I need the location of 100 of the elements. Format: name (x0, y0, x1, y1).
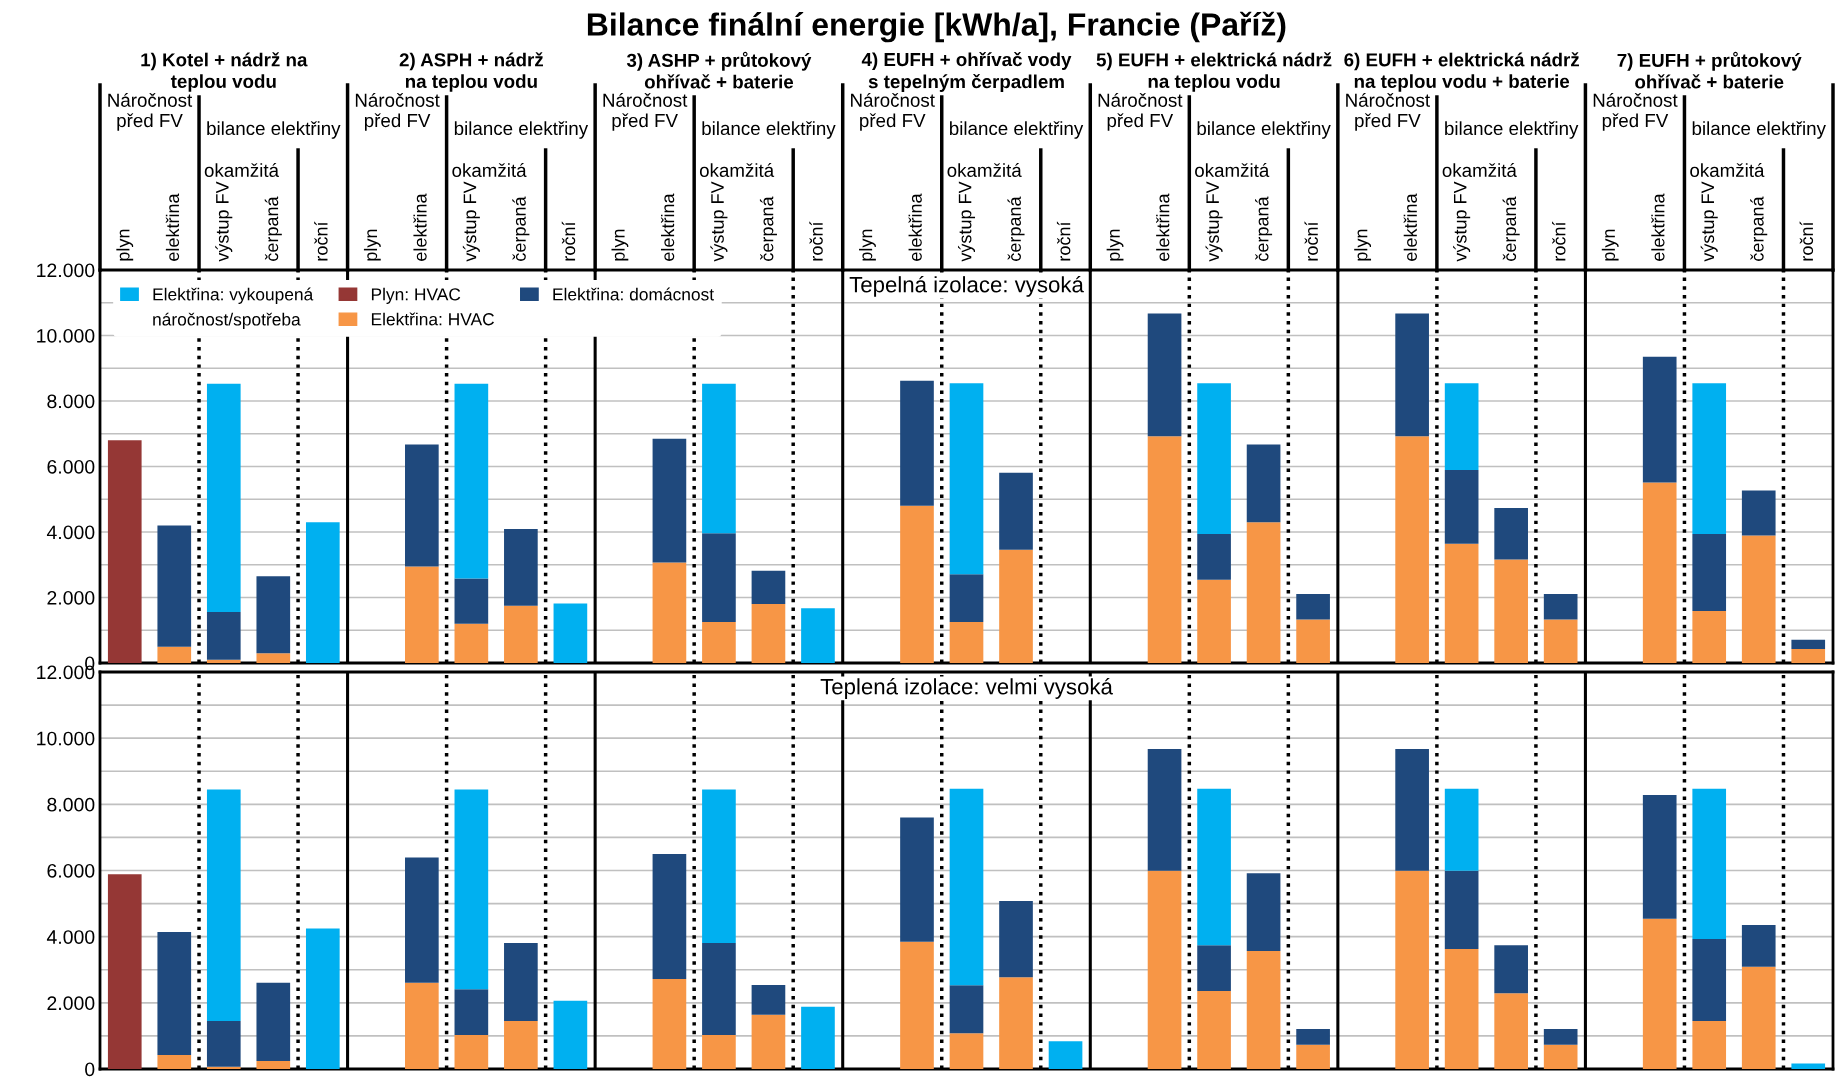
bar (1692, 788, 1727, 939)
bar (1444, 383, 1479, 471)
x-tick-label: plyn (1106, 229, 1124, 261)
bar (206, 789, 241, 1022)
bar (504, 1021, 538, 1069)
x-tick-label: čerpaná (1502, 196, 1520, 261)
bar (1543, 619, 1578, 663)
bar (900, 817, 934, 942)
bar (652, 562, 687, 663)
x-tick-label: plyn (1601, 229, 1619, 261)
legend-label: Elektřina: HVAC (371, 312, 495, 326)
bar (1642, 356, 1677, 483)
bar (107, 440, 142, 663)
bar (1741, 535, 1776, 663)
bar (256, 982, 291, 1062)
x-tick-label: plyn (1354, 229, 1372, 261)
text: okamžitá (1195, 163, 1270, 178)
bar (1642, 795, 1677, 919)
bar (206, 611, 241, 660)
bar (1543, 1028, 1578, 1045)
y-tick-label: 6.000 (47, 459, 95, 474)
bar (1444, 948, 1479, 1069)
bar (454, 578, 489, 624)
bar (1444, 543, 1479, 663)
bar (999, 549, 1033, 663)
text: Náročnost před FV (603, 92, 688, 131)
bar (1494, 945, 1528, 994)
bar (405, 444, 439, 567)
bar (1791, 1063, 1826, 1069)
bar (1692, 533, 1727, 611)
bar (949, 788, 984, 986)
x-tick-label: roční (561, 221, 576, 261)
bar (1444, 870, 1479, 949)
bar (405, 982, 439, 1069)
bar (553, 1000, 588, 1069)
x-tick-label: čerpaná (264, 196, 282, 261)
bar (949, 985, 984, 1034)
x-tick-label: elektřina (165, 193, 180, 261)
bar (1444, 470, 1479, 544)
x-tick-label: výstup FV (1453, 181, 1471, 262)
y-tick-label: 6.000 (47, 863, 95, 878)
bar (454, 789, 489, 990)
text: Náročnost před FV (1593, 92, 1678, 131)
y-tick-label: 4.000 (46, 930, 95, 944)
x-tick-label: roční (1552, 221, 1566, 261)
x-tick-label: čerpaná (759, 196, 777, 261)
bar (256, 653, 291, 663)
y-tick-label: 2.000 (47, 996, 95, 1011)
bar (1197, 383, 1231, 534)
bar (801, 1006, 835, 1069)
text: okamžitá (947, 163, 1022, 178)
bar (504, 942, 538, 1022)
bar (1246, 522, 1281, 663)
x-tick-label: elektřina (1651, 193, 1665, 261)
bar (999, 900, 1033, 978)
bar (1296, 593, 1330, 620)
bar (1395, 749, 1429, 871)
bar (1197, 788, 1231, 946)
bar (107, 874, 142, 1069)
chart-title: Bilance finální energie [kWh/a], Francie (Paříž) (587, 11, 1286, 43)
text: bilance elektřiny (950, 121, 1084, 139)
bar (702, 383, 736, 534)
bar (751, 984, 786, 1015)
legend-label: Plyn: HVAC (371, 287, 461, 304)
x-tick-label: výstup FV (1205, 181, 1223, 262)
bar (1147, 870, 1182, 1069)
bar (1147, 749, 1182, 871)
x-tick-label: výstup FV (710, 181, 728, 262)
bar (1543, 593, 1578, 620)
bar (1395, 436, 1429, 663)
text: 6) EUFH + elektrická nádrž na teplou vodu + baterie (1344, 52, 1579, 92)
text: bilance elektřiny (1692, 121, 1826, 139)
bar (1642, 918, 1677, 1069)
bar (454, 989, 489, 1035)
text: Náročnost před FV (355, 92, 440, 131)
bar (702, 1034, 736, 1069)
text: 1) Kotel + nádrž na teplou vodu (141, 52, 308, 92)
bar (1791, 639, 1826, 649)
bar (1494, 993, 1528, 1069)
bar (1692, 383, 1727, 534)
bar (206, 383, 241, 612)
bar (1147, 313, 1182, 437)
bar (1692, 610, 1727, 663)
y-tick-label: 2.000 (47, 590, 95, 605)
x-tick-label: roční (809, 221, 823, 261)
bar (1494, 559, 1528, 663)
bar (1444, 788, 1479, 871)
bar (702, 533, 736, 623)
bar (702, 942, 736, 1035)
bar (900, 941, 934, 1069)
text: bilance elektřiny (207, 121, 341, 139)
bar (900, 505, 934, 663)
bar (652, 979, 687, 1069)
bar (157, 932, 192, 1056)
bar (553, 603, 588, 663)
bar (900, 380, 934, 506)
bar (751, 570, 786, 605)
x-tick-label: výstup FV (462, 181, 480, 262)
bar (1395, 313, 1429, 437)
y-tick-label: 4.000 (46, 525, 95, 540)
